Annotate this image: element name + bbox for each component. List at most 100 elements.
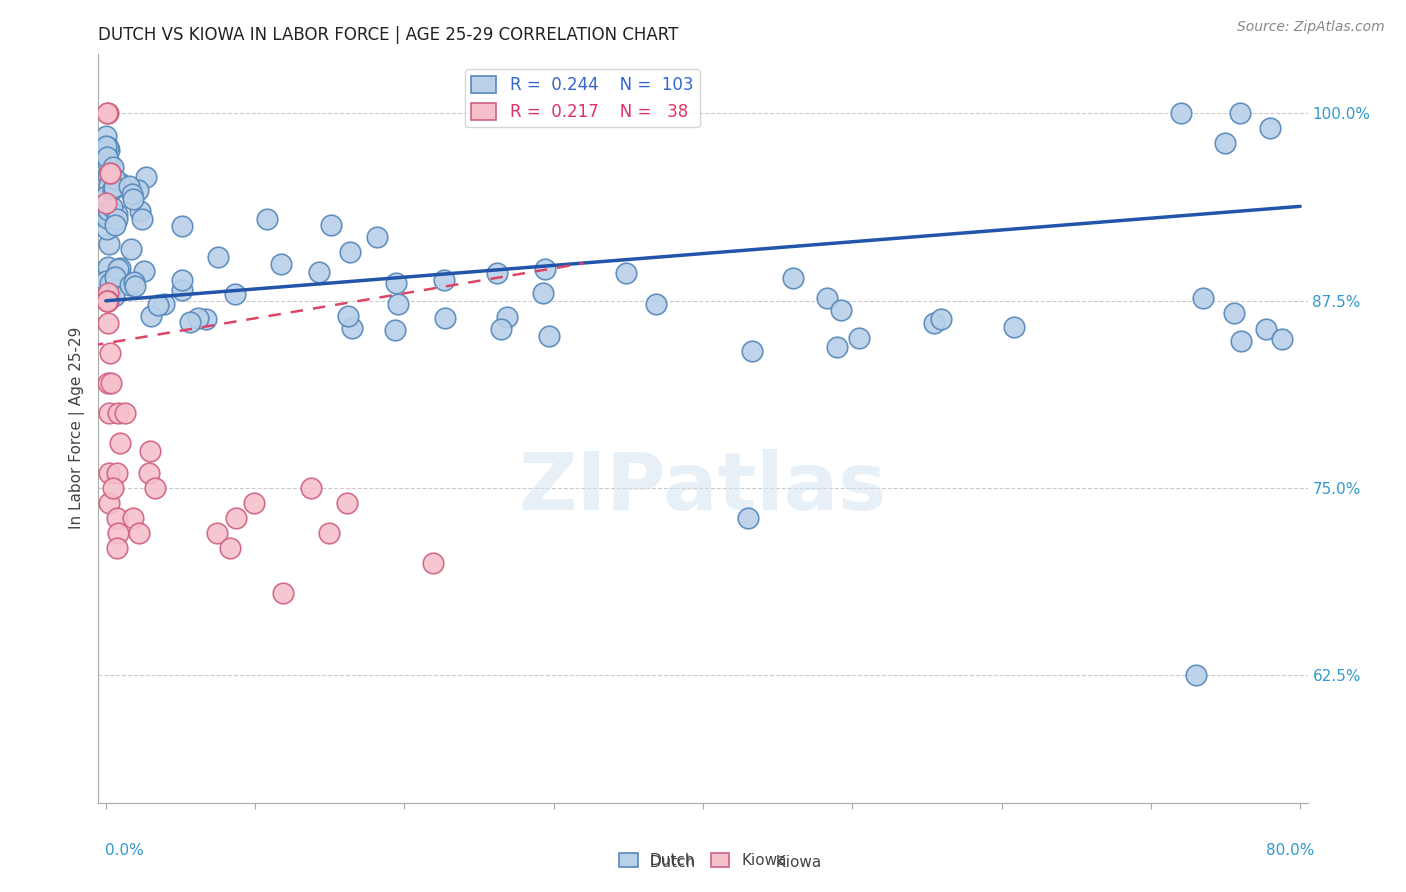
Point [207, 251, 229, 265]
Point [225, 511, 247, 525]
Legend: R =  0.244    N =  103, R =  0.217    N =   38: R = 0.244 N = 103, R = 0.217 N = 38 [464, 70, 700, 128]
Point [97, 155, 120, 169]
Point [97, 316, 120, 330]
Point [825, 340, 848, 354]
Point [103, 180, 125, 194]
Point [131, 211, 153, 226]
Point [270, 257, 292, 271]
Point [387, 296, 409, 310]
Point [98, 157, 121, 171]
Point [848, 331, 870, 345]
Y-axis label: In Labor Force | Age 25-29: In Labor Force | Age 25-29 [69, 327, 86, 529]
Point [187, 310, 209, 325]
Point [124, 275, 146, 289]
Point [110, 176, 132, 190]
Point [105, 466, 128, 480]
Point [96, 128, 118, 143]
Point [321, 218, 343, 232]
Point [132, 264, 155, 278]
Point [98, 285, 121, 299]
Point [1192, 291, 1215, 305]
Point [1258, 121, 1281, 136]
Point [97, 202, 120, 217]
Point [96, 149, 118, 163]
Point [97, 466, 120, 480]
Point [97, 293, 120, 308]
Point [146, 298, 169, 312]
Point [103, 289, 125, 303]
Point [1184, 668, 1206, 682]
Text: DUTCH VS KIOWA IN LABOR FORCE | AGE 25-29 CORRELATION CHART: DUTCH VS KIOWA IN LABOR FORCE | AGE 25-2… [98, 26, 679, 44]
Point [122, 192, 145, 206]
Point [97, 406, 120, 420]
Point [105, 511, 128, 525]
Point [120, 278, 142, 293]
Point [97, 140, 120, 154]
Point [120, 242, 142, 256]
Point [118, 178, 141, 193]
Point [538, 329, 561, 343]
Point [110, 436, 132, 450]
Point [98, 236, 121, 251]
Point [1229, 106, 1251, 120]
Point [385, 276, 408, 290]
Point [614, 266, 637, 280]
Text: Kiowa: Kiowa [766, 855, 821, 870]
Point [339, 245, 361, 260]
Point [830, 303, 852, 318]
Point [100, 376, 122, 391]
Point [105, 541, 128, 555]
Point [336, 496, 359, 510]
Point [98, 346, 121, 360]
Point [108, 260, 131, 275]
Point [496, 310, 519, 325]
Text: 0.0%: 0.0% [105, 843, 145, 858]
Text: ZIPatlas: ZIPatlas [519, 449, 887, 527]
Point [104, 218, 127, 232]
Point [485, 266, 508, 280]
Point [97, 210, 120, 224]
Point [96, 222, 118, 236]
Point [366, 230, 388, 244]
Point [224, 286, 246, 301]
Point [98, 277, 121, 291]
Point [135, 169, 157, 184]
Point [101, 160, 124, 174]
Text: Source: ZipAtlas.com: Source: ZipAtlas.com [1237, 20, 1385, 34]
Point [1229, 334, 1251, 349]
Point [815, 291, 838, 305]
Point [97, 260, 120, 274]
Point [737, 511, 759, 525]
Point [1256, 322, 1278, 336]
Point [256, 212, 278, 227]
Point [1271, 332, 1294, 346]
Point [127, 183, 149, 197]
Point [96, 138, 118, 153]
Point [98, 166, 121, 180]
Point [107, 261, 129, 276]
Point [782, 271, 804, 285]
Point [104, 269, 127, 284]
Point [299, 481, 322, 495]
Point [422, 556, 444, 570]
Point [1215, 136, 1237, 151]
Point [139, 309, 162, 323]
Point [96, 196, 118, 211]
Point [97, 106, 120, 120]
Point [103, 481, 125, 495]
Point [105, 276, 128, 290]
Point [205, 526, 228, 541]
Point [122, 511, 145, 525]
Point [1170, 106, 1192, 120]
Point [153, 296, 176, 310]
Point [96, 211, 118, 225]
Point [924, 317, 946, 331]
Point [1002, 319, 1025, 334]
Point [195, 312, 218, 326]
Point [491, 322, 513, 336]
Point [172, 283, 194, 297]
Point [107, 526, 129, 541]
Point [129, 204, 152, 219]
Point [172, 219, 194, 234]
Point [531, 285, 554, 300]
